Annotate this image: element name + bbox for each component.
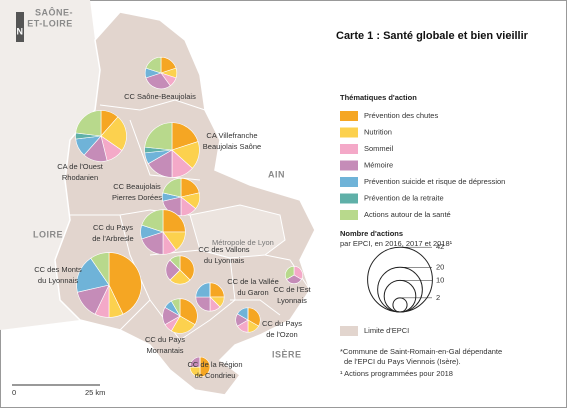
epci-label: CC de la Région [187,360,242,369]
epci-label: Lyonnais [277,296,307,305]
pie-slice [100,116,127,151]
boundary-label: Limite d'EPCI [364,326,409,335]
legend-label: Prévention suicide et risque de dépressi… [364,177,505,186]
neighbor-label: ISÈRE [272,349,302,359]
pie-slice [179,255,195,281]
footnote: ¹ Actions programmées pour 2018 [340,369,453,378]
legend-label: Prévention des chutes [364,111,438,120]
neighbor-label: ET-LOIRE [27,18,73,28]
epci-label: Pierres Dorées [112,193,162,202]
north-arrow [16,12,24,42]
size-label: 2 [436,293,440,302]
epci-label: CC de l'Est [273,285,311,294]
neighbor-label: AIN [268,169,285,179]
legend-label: Nutrition [364,127,392,136]
epci-label: CA Villefranche [206,131,257,140]
pie-slice [285,266,295,280]
legend-swatch [340,193,358,204]
epci-label: CC des Monts [34,265,82,274]
epci-label: du Lyonnais [38,276,78,285]
pie-slice [169,255,181,271]
epci-label: du Lyonnais [204,256,244,265]
epci-label: Beaujolais Saône [203,142,261,151]
epci-label: Rhodanien [62,173,98,182]
pie-slice [141,209,164,233]
legend-swatch [340,144,358,154]
scale-label: 0 [12,388,16,397]
neighbor-label: LOIRE [33,229,63,239]
north-label: N [17,26,24,36]
legend-label: Prévention de la retraite [364,193,444,202]
legend-swatch [340,111,358,121]
pie-slice [170,298,181,318]
epci-label: CC des Vallons [198,245,249,254]
legend-label: Sommeil [364,144,394,153]
size-legend-heading: Nombre d'actions [340,229,403,238]
pie-slice [76,257,110,293]
pie-slice [199,356,211,378]
pie-slice [145,56,162,74]
pie-slice [90,252,110,286]
pie-slice [162,209,186,233]
epci-label: CC Saône-Beaujolais [124,92,196,101]
epci-label: CC Beaujolais [113,182,161,191]
pie-slice [145,72,171,90]
map-title: Carte 1 : Santé globale et bien vieillir [336,30,529,42]
epci-label: CC du Pays [145,335,185,344]
size-label: 42 [436,242,444,251]
boundary-swatch [340,326,358,336]
size-label: 20 [436,262,444,271]
legend-swatch [340,160,358,171]
epci-label: CC du Pays [262,319,302,328]
size-label: 10 [436,275,444,284]
legend-swatch [340,177,358,187]
pie-slice [75,110,102,137]
epci-label: de l'Ozon [266,330,297,339]
epci-label: du Garon [237,288,268,297]
pie-slice [108,252,142,315]
epci-label: CC de la Vallée [227,277,279,286]
epci-label: Mornantais [146,346,183,355]
neighbor-area [0,0,100,330]
legend-swatch [340,127,358,138]
epci-label: CA de l'Ouest [57,162,104,171]
footnote: *Commune de Saint-Romain-en-Gal dépendan… [340,347,502,356]
neighbor-label: SAÔNE- [35,6,73,17]
pie-slice [144,122,173,151]
footnote: de l'EPCI du Pays Viennois (Isère). [344,357,461,366]
size-legend-subheading: par EPCI, en 2016, 2017 et 2018¹ [340,239,453,248]
legend-label: Actions autour de la santé [364,210,451,219]
epci-label: CC du Pays [93,223,133,232]
pie-slice [162,177,182,198]
metropole-label: Métropole de Lyon [212,238,274,247]
epci-label: de l'Arbresle [92,234,133,243]
scale-label: 25 km [85,388,105,397]
epci-label: de Condrieu [195,371,236,380]
legend-swatch [340,210,358,220]
legend-heading: Thématiques d'action [340,93,417,102]
legend-label: Mémoire [364,160,393,169]
